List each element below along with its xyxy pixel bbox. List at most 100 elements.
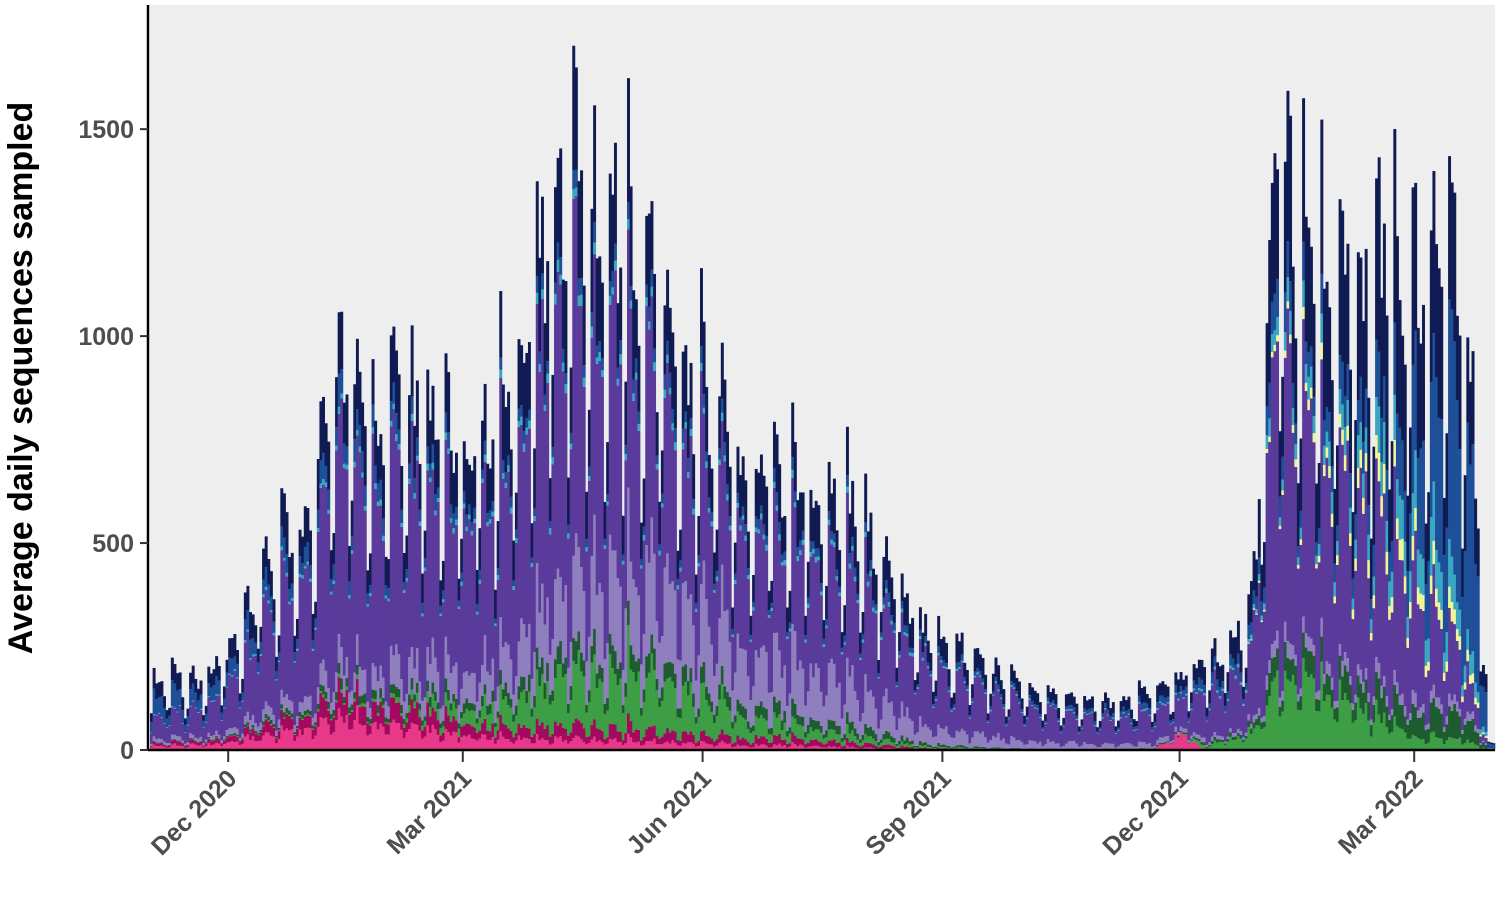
- bar-segment: [340, 393, 344, 399]
- bar-segment: [254, 654, 258, 656]
- bar-segment: [569, 685, 573, 700]
- bar-segment: [692, 625, 696, 694]
- bar-segment: [856, 733, 860, 740]
- bar-segment: [494, 722, 498, 728]
- bar-segment: [984, 689, 988, 693]
- bar-segment: [569, 732, 573, 742]
- bar-segment: [947, 669, 951, 687]
- bar-segment: [994, 747, 998, 749]
- bar-segment: [449, 672, 453, 704]
- bar-segment: [381, 677, 385, 698]
- bar-segment: [1445, 527, 1449, 633]
- bar-segment: [196, 688, 200, 701]
- bar-segment: [786, 607, 789, 633]
- bar-segment: [686, 458, 690, 472]
- bar-segment: [934, 747, 938, 749]
- bar-segment: [819, 747, 823, 750]
- bar-segment: [1406, 647, 1410, 720]
- bar-segment: [799, 744, 802, 750]
- bar-segment: [342, 402, 346, 444]
- bar-segment: [329, 594, 333, 703]
- bar-segment: [361, 725, 365, 750]
- bar-segment: [496, 711, 500, 718]
- bar-segment: [465, 698, 469, 709]
- bar-segment: [473, 518, 477, 523]
- bar-segment: [569, 367, 573, 433]
- bar-segment: [486, 522, 490, 527]
- bar-segment: [1036, 693, 1040, 706]
- bar-segment: [522, 689, 526, 725]
- bar-segment: [736, 699, 740, 712]
- bar-segment: [470, 535, 474, 673]
- bar-segment: [243, 640, 247, 643]
- bar-segment: [381, 540, 385, 678]
- bar-segment: [243, 736, 247, 750]
- bar-segment: [1028, 740, 1032, 749]
- bar-segment: [314, 735, 318, 750]
- bar-segment: [1049, 702, 1053, 706]
- bar-segment: [1296, 546, 1300, 558]
- bar-segment: [663, 389, 667, 398]
- bar-segment: [290, 717, 294, 719]
- bar-segment: [384, 701, 388, 718]
- bar-segment: [848, 553, 852, 564]
- bar-segment: [342, 722, 346, 750]
- bar-segment: [1343, 395, 1347, 427]
- bar-segment: [1375, 699, 1379, 750]
- bar-segment: [744, 535, 748, 541]
- bar-segment: [1315, 564, 1319, 569]
- bar-segment: [441, 720, 445, 727]
- bar-segment: [827, 519, 831, 525]
- bar-segment: [958, 662, 961, 667]
- bar-segment: [994, 683, 998, 738]
- bar-segment: [1268, 382, 1272, 419]
- bar-segment: [559, 274, 563, 285]
- bar-segment: [1458, 335, 1462, 450]
- bar-segment: [822, 644, 826, 647]
- bar-segment: [916, 688, 920, 733]
- bar-segment: [1117, 727, 1120, 731]
- bar-segment: [879, 743, 883, 747]
- bar-segment: [540, 289, 544, 299]
- bar-segment: [613, 142, 617, 244]
- bar-segment: [1336, 525, 1339, 542]
- bar-segment: [1119, 717, 1123, 719]
- bar-segment: [918, 607, 922, 630]
- bar-segment: [1356, 487, 1360, 665]
- bar-segment: [809, 541, 813, 553]
- bar-segment: [650, 296, 654, 518]
- bar-segment: [1354, 420, 1358, 515]
- bar-segment: [840, 746, 844, 749]
- bar-segment: [684, 422, 688, 429]
- bar-segment: [627, 219, 630, 230]
- bar-segment: [483, 440, 487, 455]
- bar-segment: [681, 443, 685, 450]
- bar-segment: [1333, 701, 1337, 709]
- bar-segment: [1346, 700, 1350, 750]
- bar-segment: [879, 719, 883, 740]
- bar-segment: [1458, 649, 1462, 710]
- bar-segment: [918, 745, 922, 748]
- bar-segment: [530, 557, 534, 563]
- bar-segment: [1276, 630, 1280, 649]
- bar-segment: [155, 742, 159, 744]
- bar-segment: [1229, 630, 1233, 655]
- bar-segment: [1229, 665, 1233, 669]
- bar-segment: [741, 519, 745, 649]
- bar-segment: [613, 738, 617, 750]
- bar-segment: [1294, 459, 1298, 467]
- bar-segment: [905, 737, 909, 744]
- bar-segment: [1257, 725, 1261, 750]
- bar-segment: [384, 585, 388, 596]
- bar-segment: [791, 477, 795, 625]
- bar-segment: [874, 574, 878, 605]
- bar-segment: [295, 729, 299, 737]
- bar-segment: [551, 701, 555, 734]
- bar-segment: [838, 734, 842, 743]
- bar-segment: [1101, 713, 1105, 718]
- bar-segment: [1445, 661, 1449, 672]
- bar-segment: [645, 741, 649, 750]
- bar-segment: [1341, 404, 1345, 430]
- bar-segment: [243, 724, 247, 727]
- bar-segment: [342, 675, 346, 697]
